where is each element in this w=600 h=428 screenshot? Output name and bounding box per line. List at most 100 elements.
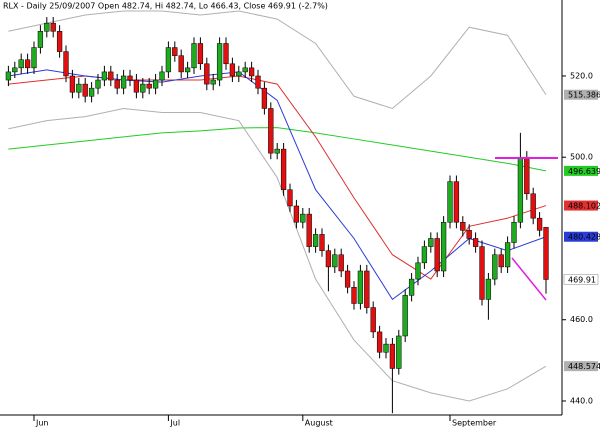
candle-body: [108, 71, 114, 81]
candle-body: [172, 47, 178, 56]
candle-body: [165, 47, 172, 73]
candle-body: [504, 242, 511, 268]
candle-body: [312, 234, 319, 247]
candle-body: [466, 230, 472, 239]
indicator-line: [8, 107, 547, 402]
candle-body: [536, 217, 543, 231]
candle-body: [370, 307, 376, 333]
candle-body: [242, 67, 248, 73]
value-label: 488.102: [568, 202, 600, 211]
candle-body: [421, 246, 428, 264]
candle-body: [357, 270, 364, 304]
candle-body: [511, 221, 517, 243]
value-box: [564, 361, 598, 372]
chart-title: RLX - Daily 25/09/2007 Open 482.74, Hi 4…: [3, 2, 328, 11]
candle-body: [460, 221, 466, 231]
y-tick-label: 500.0: [570, 153, 593, 162]
candle-body: [229, 63, 236, 77]
candle-body: [18, 59, 24, 69]
indicator-line: [8, 127, 547, 172]
candle-body: [197, 43, 204, 65]
candle-body: [428, 238, 434, 247]
candle-body: [530, 193, 536, 219]
plot: [5, 10, 549, 414]
candle-body: [152, 79, 159, 89]
candle-body: [332, 254, 338, 268]
candle-body: [76, 83, 82, 93]
candle-body: [472, 238, 479, 247]
candle-body: [517, 156, 524, 223]
candle-body: [133, 79, 140, 93]
value-label: 469.91: [568, 275, 596, 284]
candle-body: [543, 227, 549, 280]
candle-body: [184, 67, 191, 73]
candle-body: [492, 254, 498, 280]
y-tick-label: 440.0: [570, 396, 593, 405]
candle-body: [140, 83, 146, 93]
candle-body: [191, 43, 197, 69]
candle-body: [287, 189, 293, 207]
candle-body: [485, 278, 492, 300]
candle-body: [63, 51, 69, 77]
candle-body: [236, 71, 242, 77]
candle-body: [44, 22, 50, 32]
candle-body: [56, 31, 63, 52]
candle-body: [274, 148, 280, 154]
candle-body: [383, 343, 389, 353]
value-box: [564, 89, 598, 100]
candle-body: [389, 343, 396, 369]
value-box: [564, 165, 598, 176]
candle-body: [95, 79, 101, 89]
candle-body: [344, 270, 351, 288]
candle-body: [376, 331, 383, 353]
candle-body: [319, 234, 325, 251]
x-tick-label: Jul: [169, 419, 180, 428]
candle-body: [338, 254, 344, 272]
candle-body: [479, 246, 485, 300]
candle-body: [453, 181, 460, 223]
value-box: [564, 200, 598, 211]
candle-body: [351, 286, 357, 304]
candle-body: [300, 213, 306, 223]
candle-body: [114, 79, 120, 89]
candle-body: [248, 67, 255, 77]
y-tick-label: 460.0: [570, 315, 593, 324]
candle-body: [408, 278, 415, 296]
candle-body: [50, 22, 56, 32]
candle-body: [37, 31, 44, 48]
candle-body: [325, 250, 332, 268]
candle-body: [159, 71, 165, 81]
candle-body: [5, 71, 12, 81]
indicator-line: [8, 10, 547, 110]
candle-body: [402, 295, 408, 337]
candle-body: [306, 213, 312, 247]
y-tick-label: 520.0: [570, 71, 593, 80]
candle-body: [178, 55, 184, 73]
candle-body: [120, 75, 127, 89]
candle-body: [223, 43, 229, 65]
candle-body: [440, 221, 447, 272]
value-label: 480.428: [568, 233, 600, 242]
candle-body: [268, 108, 274, 154]
candle-body: [293, 205, 300, 223]
trend-line: [511, 257, 547, 301]
candle-body: [146, 83, 152, 89]
candle-body: [24, 59, 31, 69]
candle-body: [216, 43, 223, 81]
value-box: [564, 231, 598, 242]
candle-body: [396, 335, 402, 369]
candle-body: [524, 156, 530, 195]
candle-body: [255, 75, 261, 89]
candle-body: [261, 87, 268, 109]
candle-body: [204, 63, 210, 85]
x-tick-label: August: [305, 419, 333, 428]
candle-body: [88, 87, 95, 97]
candle-body: [12, 67, 18, 73]
x-tick-label: September: [452, 419, 497, 428]
candle-body: [127, 75, 133, 81]
value-box: [563, 274, 599, 285]
candle-body: [210, 79, 216, 85]
